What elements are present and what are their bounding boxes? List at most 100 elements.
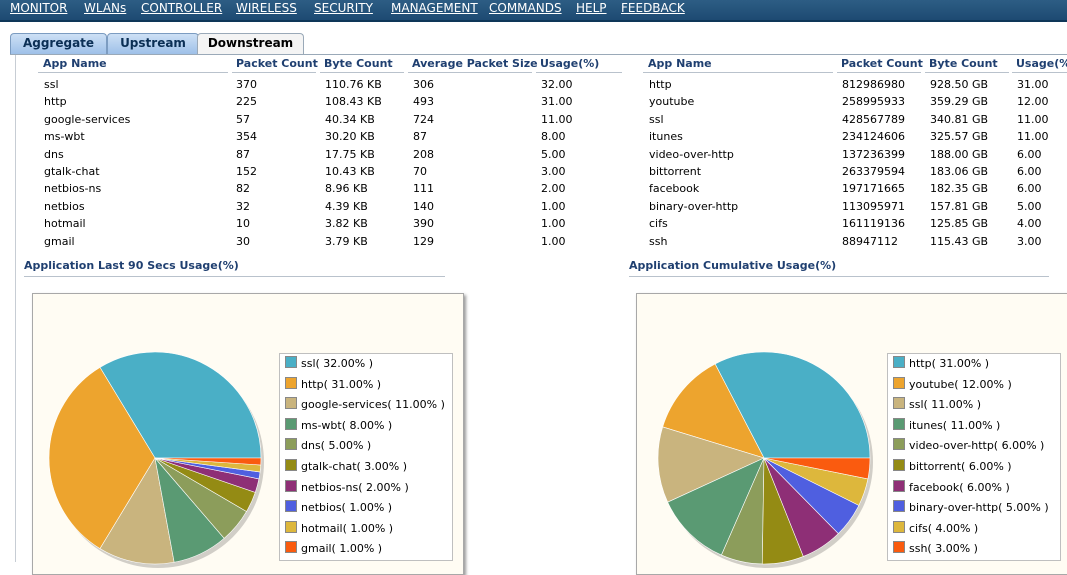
right-table-cell: video-over-http	[649, 147, 734, 161]
tab-upstream[interactable]: Upstream	[107, 33, 199, 54]
left-table-cell: 10.43 KB	[325, 165, 375, 178]
left-pie-legend-item: google-services( 11.00% )	[285, 397, 445, 415]
right-pie-legend-label: video-over-http( 6.00% )	[909, 439, 1045, 453]
right-table-cell: bittorrent	[649, 165, 702, 178]
tab-divider	[10, 54, 1067, 55]
right-head-underline	[925, 72, 1009, 73]
tab-aggregate[interactable]: Aggregate	[10, 33, 107, 54]
left-pie-legend-item: gmail( 1.00% )	[285, 541, 382, 559]
left-table-cell: 30.20 KB	[325, 130, 375, 144]
left-table-cell: 3.00	[541, 165, 566, 178]
left-pie-legend-swatch	[285, 417, 297, 430]
menu-monitor[interactable]: MONITOR	[10, 1, 68, 15]
right-table-cell: itunes	[649, 130, 683, 144]
left-pie-legend-item: dns( 5.00% )	[285, 438, 371, 456]
right-pie-slice-itunes	[667, 457, 765, 556]
left-col-byte-count: Byte Count	[324, 57, 393, 70]
left-table-cell: 1.00	[541, 234, 566, 248]
left-table-cell: http	[44, 95, 67, 109]
right-pie-legend-item: http( 31.00% )	[893, 356, 989, 374]
left-col-avg-packet-size: Average Packet Size	[412, 57, 538, 70]
left-table-cell: dns	[44, 147, 64, 161]
left-head-underline	[232, 72, 316, 73]
right-table-cell: 6.00	[1017, 182, 1042, 196]
right-table-cell: 183.06 GB	[930, 165, 989, 178]
right-head-underline	[1012, 72, 1067, 73]
right-table-cell: 6.00	[1017, 165, 1042, 178]
left-table-cell: 82	[236, 182, 250, 196]
left-table-cell: 32.00	[541, 78, 573, 91]
right-table-cell: 258995933	[842, 95, 905, 109]
right-table-cell: 188.00 GB	[930, 147, 989, 161]
right-pie-legend-item: facebook( 6.00% )	[893, 479, 1010, 498]
left-table-cell: 724	[413, 112, 434, 126]
left-pie-legend: ssl( 32.00% ) http( 31.00% ) google-servic…	[279, 353, 453, 561]
right-pie-legend-label: binary-over-http( 5.00% )	[909, 501, 1049, 515]
left-pie-legend-swatch	[285, 479, 297, 492]
right-table-cell: 11.00	[1017, 130, 1049, 144]
left-col-app-name: App Name	[43, 57, 107, 70]
left-pie-legend-swatch	[285, 376, 297, 389]
left-pie-legend-label: dns( 5.00% )	[301, 439, 372, 453]
right-chart-title-line	[629, 276, 1049, 277]
menu-wireless[interactable]: WIRELESS	[236, 1, 297, 15]
left-pie-legend-item: hotmail( 1.00% )	[285, 520, 394, 539]
right-pie-legend-swatch	[893, 417, 905, 430]
left-chart-title-line	[24, 276, 445, 277]
right-pie-slice-http	[714, 351, 871, 459]
right-pie-legend-swatch	[893, 397, 905, 410]
right-table-cell: 115.43 GB	[930, 234, 989, 248]
left-table-cell: 111	[413, 182, 434, 196]
right-table-cell: 359.29 GB	[930, 95, 989, 109]
left-pie-chart-panel: ssl( 32.00% ) http( 31.00% ) google-servic…	[32, 293, 464, 575]
right-pie-legend-item: binary-over-http( 5.00% )	[893, 500, 1049, 518]
menu-security[interactable]: SECURITY	[314, 1, 373, 15]
left-pie-legend-item: gtalk-chat( 3.00% )	[285, 459, 407, 477]
right-pie-legend-item: cifs( 4.00% )	[893, 520, 978, 539]
left-pie-legend-swatch	[285, 520, 297, 533]
left-pie-slice-ssl	[99, 351, 262, 459]
left-table-cell: netbios-ns	[44, 182, 102, 196]
left-table-cell: 129	[413, 234, 434, 248]
right-table-cell: 137236399	[842, 147, 905, 161]
left-head-underline	[408, 72, 532, 73]
left-pie-legend-swatch	[285, 397, 297, 410]
left-pie-legend-label: hotmail( 1.00% )	[301, 521, 394, 535]
right-table-cell: cifs	[649, 217, 668, 231]
left-table-cell: 208	[413, 147, 434, 161]
menu-commands[interactable]: COMMANDS	[489, 1, 562, 15]
right-table-cell: 125.85 GB	[930, 217, 989, 231]
right-pie-legend-swatch	[893, 541, 905, 554]
right-pie-legend-swatch	[893, 520, 905, 533]
right-pie-legend-swatch	[893, 356, 905, 368]
left-pie-chart	[48, 351, 264, 568]
left-table-cell: 493	[413, 95, 434, 109]
left-pie-legend-swatch	[285, 459, 297, 471]
left-table-cell: 31.00	[541, 95, 573, 109]
menu-feedback[interactable]: FEEDBACK	[621, 1, 685, 15]
left-pie-slice-gmail	[154, 457, 262, 466]
right-pie-legend-item: ssl( 11.00% )	[893, 397, 981, 415]
left-table-cell: 87	[413, 130, 427, 144]
left-table-cell: 87	[236, 147, 250, 161]
right-table-cell: 182.35 GB	[930, 182, 989, 196]
left-head-underline	[320, 72, 404, 73]
menu-controller[interactable]: CONTROLLER	[141, 1, 223, 15]
menu-wlans[interactable]: WLANs	[84, 1, 127, 15]
right-table-cell: 5.00	[1017, 199, 1042, 213]
right-table-cell: facebook	[649, 182, 700, 196]
tab-downstream[interactable]: Downstream	[197, 33, 304, 55]
left-col-usage: Usage(%)	[540, 57, 600, 70]
left-table-cell: 8.00	[541, 130, 566, 144]
right-col-byte-count: Byte Count	[929, 57, 998, 70]
right-table-cell: 6.00	[1017, 147, 1042, 161]
left-table-cell: 8.96 KB	[325, 182, 368, 196]
menu-help[interactable]: HELP	[576, 1, 607, 15]
left-table-cell: 3.82 KB	[325, 217, 368, 231]
menu-management[interactable]: MANAGEMENT	[391, 1, 478, 15]
right-pie-legend-label: itunes( 11.00% )	[909, 418, 1001, 432]
left-pie-legend-item: ssl( 32.00% )	[285, 356, 373, 374]
right-table-cell: 88947112	[842, 234, 898, 248]
right-table-cell: 4.00	[1017, 217, 1042, 231]
right-table-cell: 11.00	[1017, 112, 1049, 126]
